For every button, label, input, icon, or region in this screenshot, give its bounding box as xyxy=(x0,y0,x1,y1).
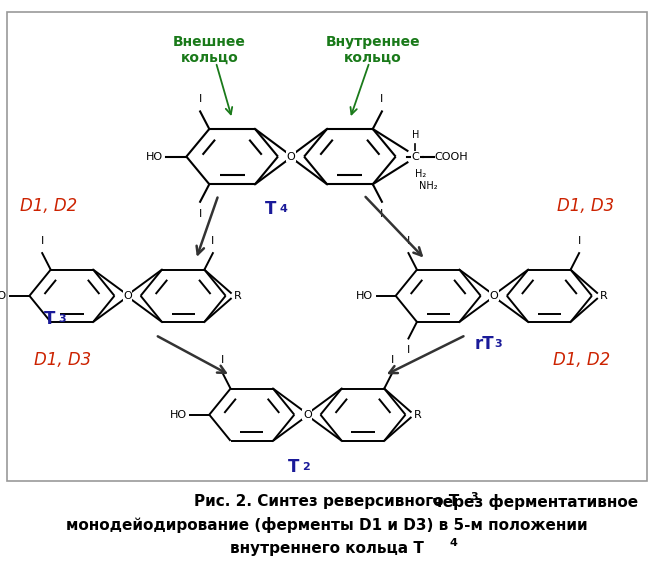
Text: D1, D2: D1, D2 xyxy=(20,197,78,215)
Text: H: H xyxy=(411,130,419,140)
Text: Рис. 2. Синтез реверсивного Т: Рис. 2. Синтез реверсивного Т xyxy=(194,494,460,509)
Text: 4: 4 xyxy=(280,204,288,214)
Text: 3: 3 xyxy=(494,339,502,349)
Text: I: I xyxy=(199,95,201,104)
Text: 3: 3 xyxy=(470,492,478,502)
Text: rТ: rТ xyxy=(475,335,494,353)
Text: D1, D2: D1, D2 xyxy=(553,350,611,369)
Text: O: O xyxy=(303,409,312,420)
Text: R: R xyxy=(234,291,242,301)
Text: NH₂: NH₂ xyxy=(419,181,437,191)
Text: I: I xyxy=(381,95,383,104)
Text: I: I xyxy=(577,236,581,246)
Text: Внутреннее
кольцо: Внутреннее кольцо xyxy=(326,35,420,65)
Text: I: I xyxy=(41,236,44,246)
Text: 2: 2 xyxy=(302,462,310,472)
Text: HO: HO xyxy=(145,151,162,162)
Text: I: I xyxy=(407,236,410,246)
Text: Т: Т xyxy=(288,458,299,476)
Text: O: O xyxy=(123,291,132,301)
Text: I: I xyxy=(391,355,394,365)
Text: I: I xyxy=(220,355,224,365)
Text: I: I xyxy=(199,209,201,219)
Text: C: C xyxy=(411,151,419,162)
Text: HO: HO xyxy=(0,291,7,301)
Text: D1, D3: D1, D3 xyxy=(33,350,91,369)
FancyBboxPatch shape xyxy=(7,12,647,481)
Text: R: R xyxy=(600,291,608,301)
Text: HO: HO xyxy=(356,291,373,301)
Text: I: I xyxy=(407,346,410,356)
Text: монодейодирование (ферменты D1 и D3) в 5-м положении: монодейодирование (ферменты D1 и D3) в 5… xyxy=(66,517,588,533)
Text: через ферментативное: через ферментативное xyxy=(428,494,638,510)
Text: Т: Т xyxy=(44,310,55,328)
Text: R: R xyxy=(414,409,422,420)
Text: Т: Т xyxy=(265,200,276,218)
Text: HO: HO xyxy=(170,409,187,420)
Text: O: O xyxy=(286,151,296,162)
Text: I: I xyxy=(381,209,383,219)
Text: 4: 4 xyxy=(450,538,458,549)
Text: COOH: COOH xyxy=(434,151,468,162)
Text: 3: 3 xyxy=(58,314,66,324)
Text: D1, D3: D1, D3 xyxy=(557,197,614,215)
Text: I: I xyxy=(211,236,215,246)
Text: H₂: H₂ xyxy=(415,169,426,179)
Text: Внешнее
кольцо: Внешнее кольцо xyxy=(173,35,246,65)
Text: внутреннего кольца Т: внутреннего кольца Т xyxy=(230,541,424,556)
Text: O: O xyxy=(489,291,498,301)
